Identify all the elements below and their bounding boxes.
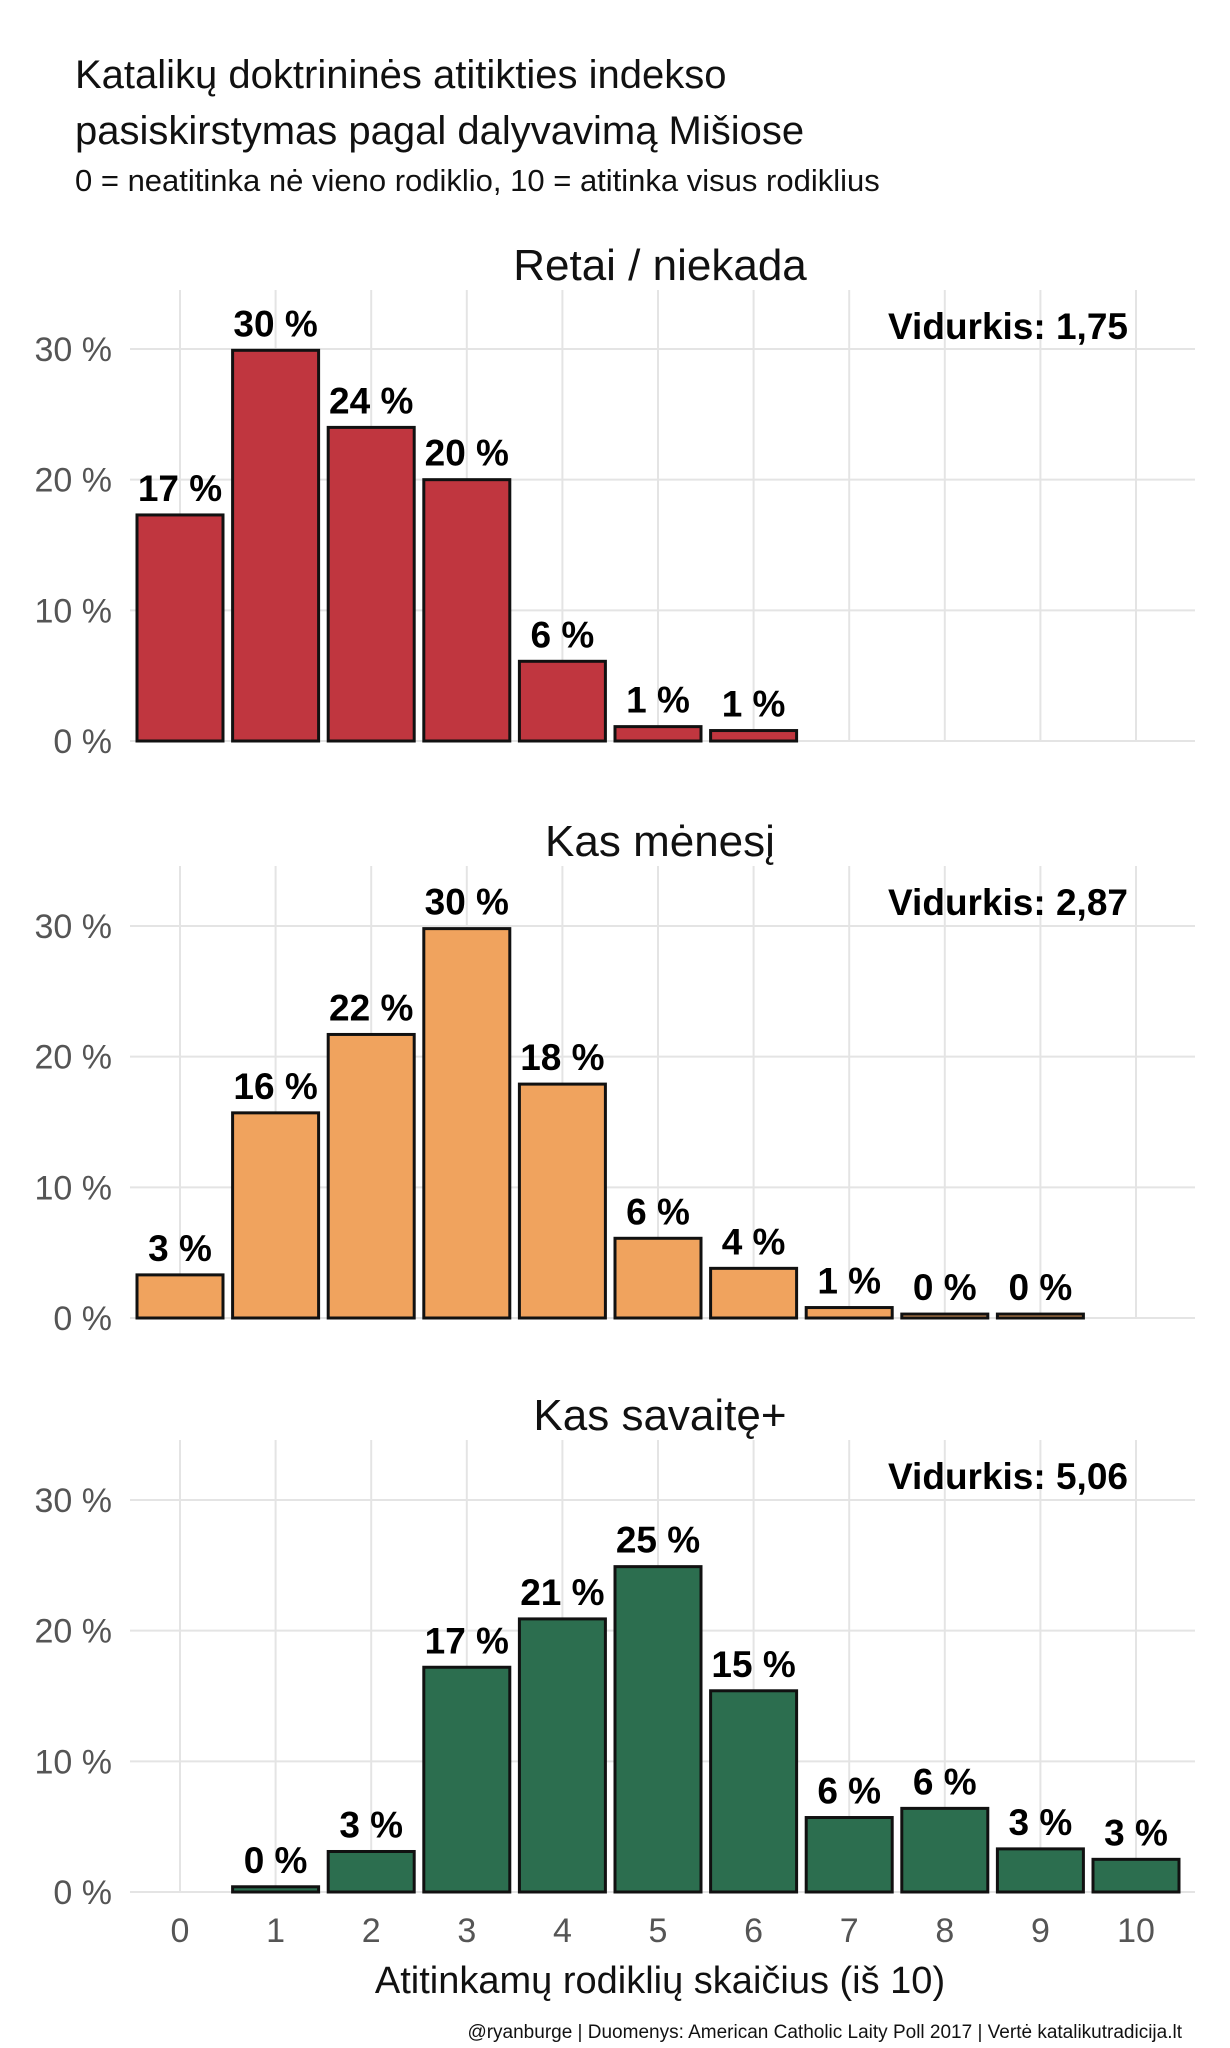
bar: [326, 425, 416, 743]
bar-value-label: 17 %: [425, 1620, 509, 1661]
y-tick-label: 10 %: [35, 1743, 113, 1781]
bar-value-label: 18 %: [520, 1037, 604, 1078]
bar: [135, 1273, 225, 1320]
bar: [517, 1617, 607, 1894]
bar: [995, 1847, 1085, 1894]
bar-value-label: 3 %: [1104, 1812, 1168, 1853]
caption: @ryanburge | Duomenys: American Catholic…: [467, 2022, 1182, 2043]
facet-panels: 0 %10 %20 %30 %Retai / niekadaVidurkis: …: [35, 241, 1195, 1950]
y-tick-label: 30 %: [35, 908, 113, 946]
x-tick-label: 9: [1031, 1912, 1050, 1950]
x-tick-label: 4: [553, 1912, 572, 1950]
bar-value-label: 17 %: [138, 468, 222, 509]
facet-panel: 0 % 10 % 20 % 30 % Kas mėnesį Vidurkis: 2,87 3…: [35, 817, 1195, 1338]
bar-value-label: 6 %: [817, 1771, 881, 1812]
bar: [900, 1312, 990, 1320]
bar: [804, 1306, 894, 1320]
bar-value-label: 20 %: [425, 433, 509, 474]
bar: [709, 1266, 799, 1320]
bar: [326, 1849, 416, 1894]
y-tick-label: 0 %: [53, 1874, 112, 1912]
bar: [900, 1806, 990, 1894]
bar: [422, 478, 512, 743]
y-tick-label: 0 %: [53, 1300, 112, 1338]
bar: [135, 513, 225, 743]
bar: [517, 659, 607, 743]
x-tick-label: 0: [171, 1912, 190, 1950]
chart-title-line1: Katalikų doktrininės atitikties indekso: [75, 53, 726, 97]
bar: [709, 729, 799, 743]
bar-value-label: 3 %: [1009, 1802, 1073, 1843]
bar-value-label: 4 %: [722, 1221, 786, 1262]
x-tick-label: 6: [744, 1912, 763, 1950]
bar-value-label: 30 %: [233, 303, 317, 344]
bar: [613, 725, 703, 743]
bar: [231, 1111, 321, 1320]
bar-value-label: 24 %: [329, 380, 413, 421]
bar-value-label: 3 %: [148, 1228, 212, 1269]
bar-value-label: 30 %: [425, 882, 509, 923]
bar: [517, 1082, 607, 1320]
bar: [804, 1816, 894, 1894]
mean-annotation: Vidurkis: 2,87: [888, 882, 1128, 923]
bar-value-label: 15 %: [711, 1644, 795, 1685]
y-tick-label: 10 %: [35, 1169, 113, 1207]
bar-value-label: 1 %: [626, 680, 690, 721]
mean-annotation: Vidurkis: 1,75: [888, 306, 1128, 347]
bar-value-label: 6 %: [626, 1191, 690, 1232]
bar: [995, 1312, 1085, 1320]
bar: [231, 1885, 321, 1894]
bar: [709, 1689, 799, 1894]
x-tick-label: 1: [266, 1912, 285, 1950]
panel-title: Retai / niekada: [513, 241, 807, 290]
bar-value-label: 22 %: [329, 987, 413, 1028]
chart-title-line2: pasiskirstymas pagal dalyvavimą Mišiose: [75, 109, 804, 153]
facet-panel: 0 % 10 % 20 % 30 % Retai / niekada Vidurkis: …: [35, 241, 1195, 761]
y-tick-label: 30 %: [35, 1482, 113, 1520]
bar: [613, 1565, 703, 1894]
y-tick-label: 0 %: [53, 723, 112, 761]
bar: [422, 1665, 512, 1894]
bar-value-label: 1 %: [722, 684, 786, 725]
bar-value-label: 3 %: [339, 1804, 403, 1845]
bar-value-label: 1 %: [817, 1261, 881, 1302]
panel-title: Kas savaitę+: [533, 1391, 786, 1440]
bar-value-label: 21 %: [520, 1572, 604, 1613]
y-tick-label: 20 %: [35, 1613, 113, 1651]
bar-value-label: 6 %: [531, 614, 595, 655]
mean-annotation: Vidurkis: 5,06: [888, 1456, 1128, 1497]
bar-value-label: 0 %: [913, 1267, 977, 1308]
y-tick-label: 20 %: [35, 462, 113, 500]
bar-value-label: 0 %: [1009, 1267, 1073, 1308]
bar: [613, 1236, 703, 1320]
bar-value-label: 25 %: [616, 1520, 700, 1561]
x-tick-label: 2: [362, 1912, 381, 1950]
bar-value-label: 16 %: [233, 1066, 317, 1107]
x-tick-label: 10: [1117, 1912, 1155, 1950]
bar: [326, 1032, 416, 1320]
y-tick-label: 30 %: [35, 331, 113, 369]
bar: [1091, 1857, 1181, 1894]
facet-panel: 0 % 10 % 20 % 30 % Kas savaitę+ Vidurkis: 5,0…: [35, 1391, 1195, 1912]
chart-subtitle: 0 = neatitinka nė vieno rodiklio, 10 = a…: [75, 163, 880, 198]
bar-value-label: 0 %: [244, 1840, 308, 1881]
bar: [231, 348, 321, 743]
panel-title: Kas mėnesį: [545, 817, 775, 866]
y-tick-label: 20 %: [35, 1039, 113, 1077]
bar-value-label: 6 %: [913, 1761, 977, 1802]
x-tick-label: 3: [457, 1912, 476, 1950]
x-tick-label: 8: [935, 1912, 954, 1950]
x-tick-label: 5: [649, 1912, 668, 1950]
y-tick-label: 10 %: [35, 592, 113, 630]
x-axis-title: Atitinkamų rodiklių skaičius (iš 10): [375, 1960, 945, 2002]
bar: [422, 927, 512, 1320]
x-tick-label: 7: [840, 1912, 859, 1950]
